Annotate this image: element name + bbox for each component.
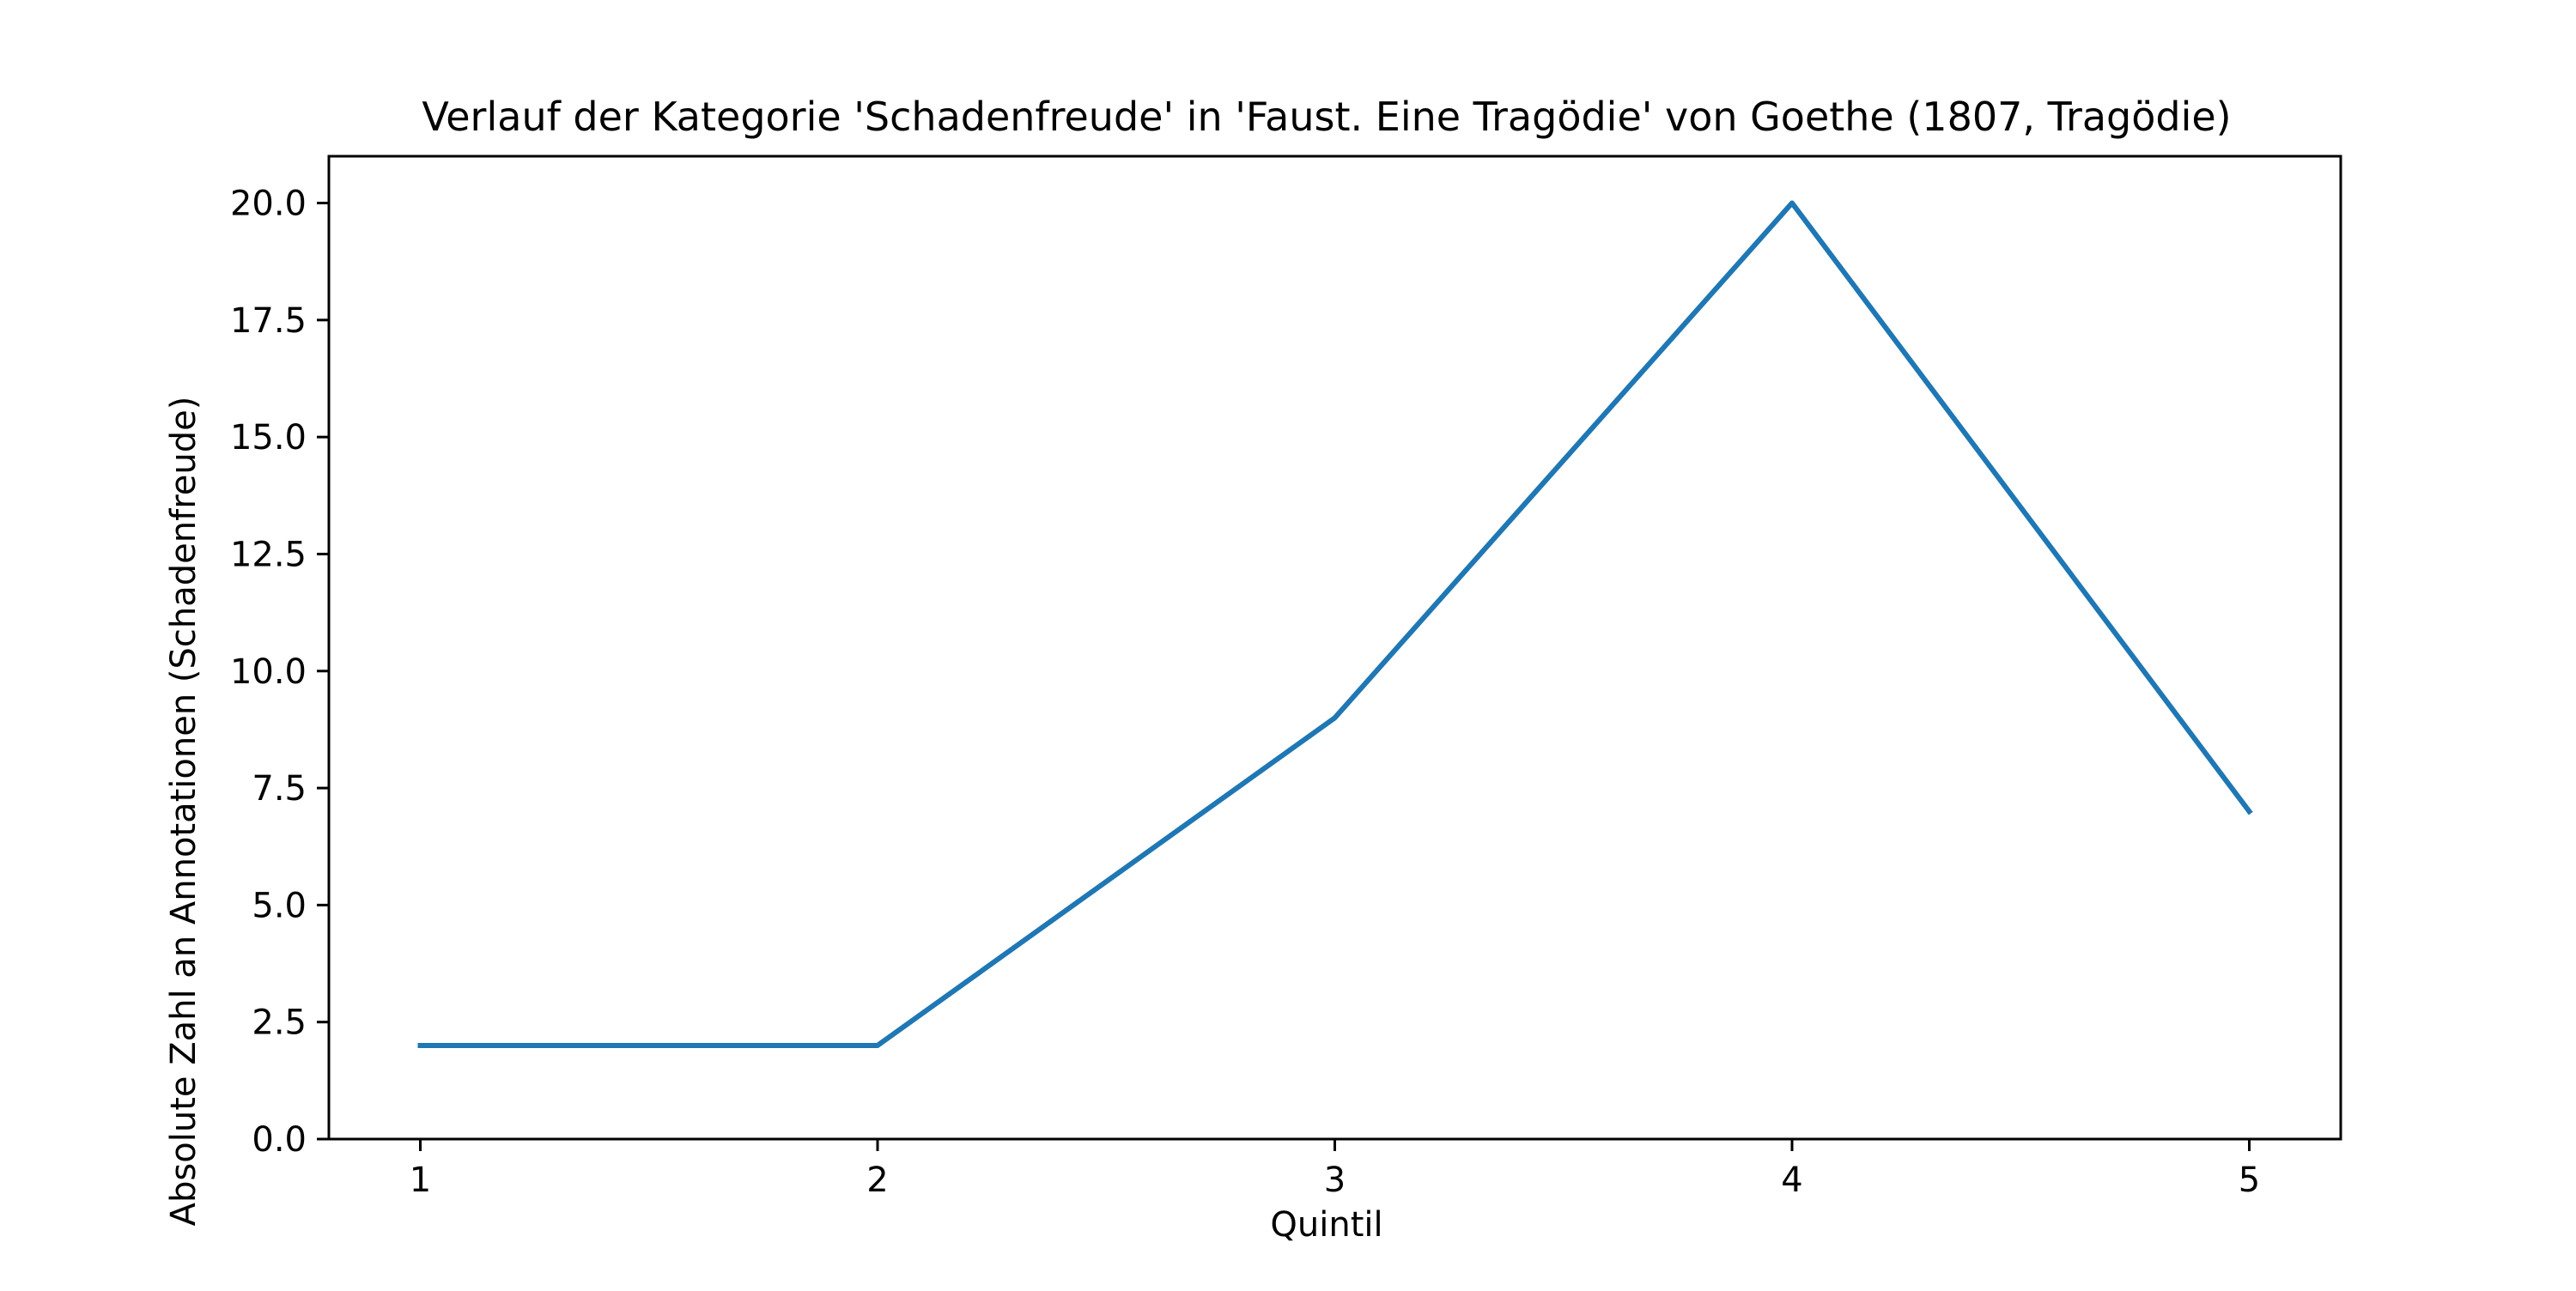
x-axis-label: Quintil <box>1270 1205 1382 1245</box>
y-tick-label-6: 12.5 <box>230 535 307 574</box>
x-tick-label-2: 2 <box>866 1161 888 1200</box>
y-tick-label-1: 0.0 <box>252 1120 307 1160</box>
x-tick-label-1: 1 <box>410 1161 431 1200</box>
y-tick-label-3: 5.0 <box>252 886 307 925</box>
y-axis-label: Absolute Zahl an Annotationen (Schadenfr… <box>164 397 204 1227</box>
y-tick-label-5: 10.0 <box>230 652 307 692</box>
y-tick-label-9: 20.0 <box>230 185 307 224</box>
y-tick-label-4: 7.5 <box>252 769 307 809</box>
chart-title: Verlauf der Kategorie 'Schadenfreude' in… <box>422 94 2231 140</box>
x-tick-label-3: 3 <box>1324 1161 1346 1200</box>
y-tick-label-2: 2.5 <box>252 1003 307 1043</box>
x-tick-label-4: 4 <box>1781 1161 1802 1200</box>
y-tick-label-8: 17.5 <box>230 301 307 341</box>
x-tick-label-5: 5 <box>2239 1161 2260 1200</box>
y-tick-label-7: 15.0 <box>230 418 307 458</box>
